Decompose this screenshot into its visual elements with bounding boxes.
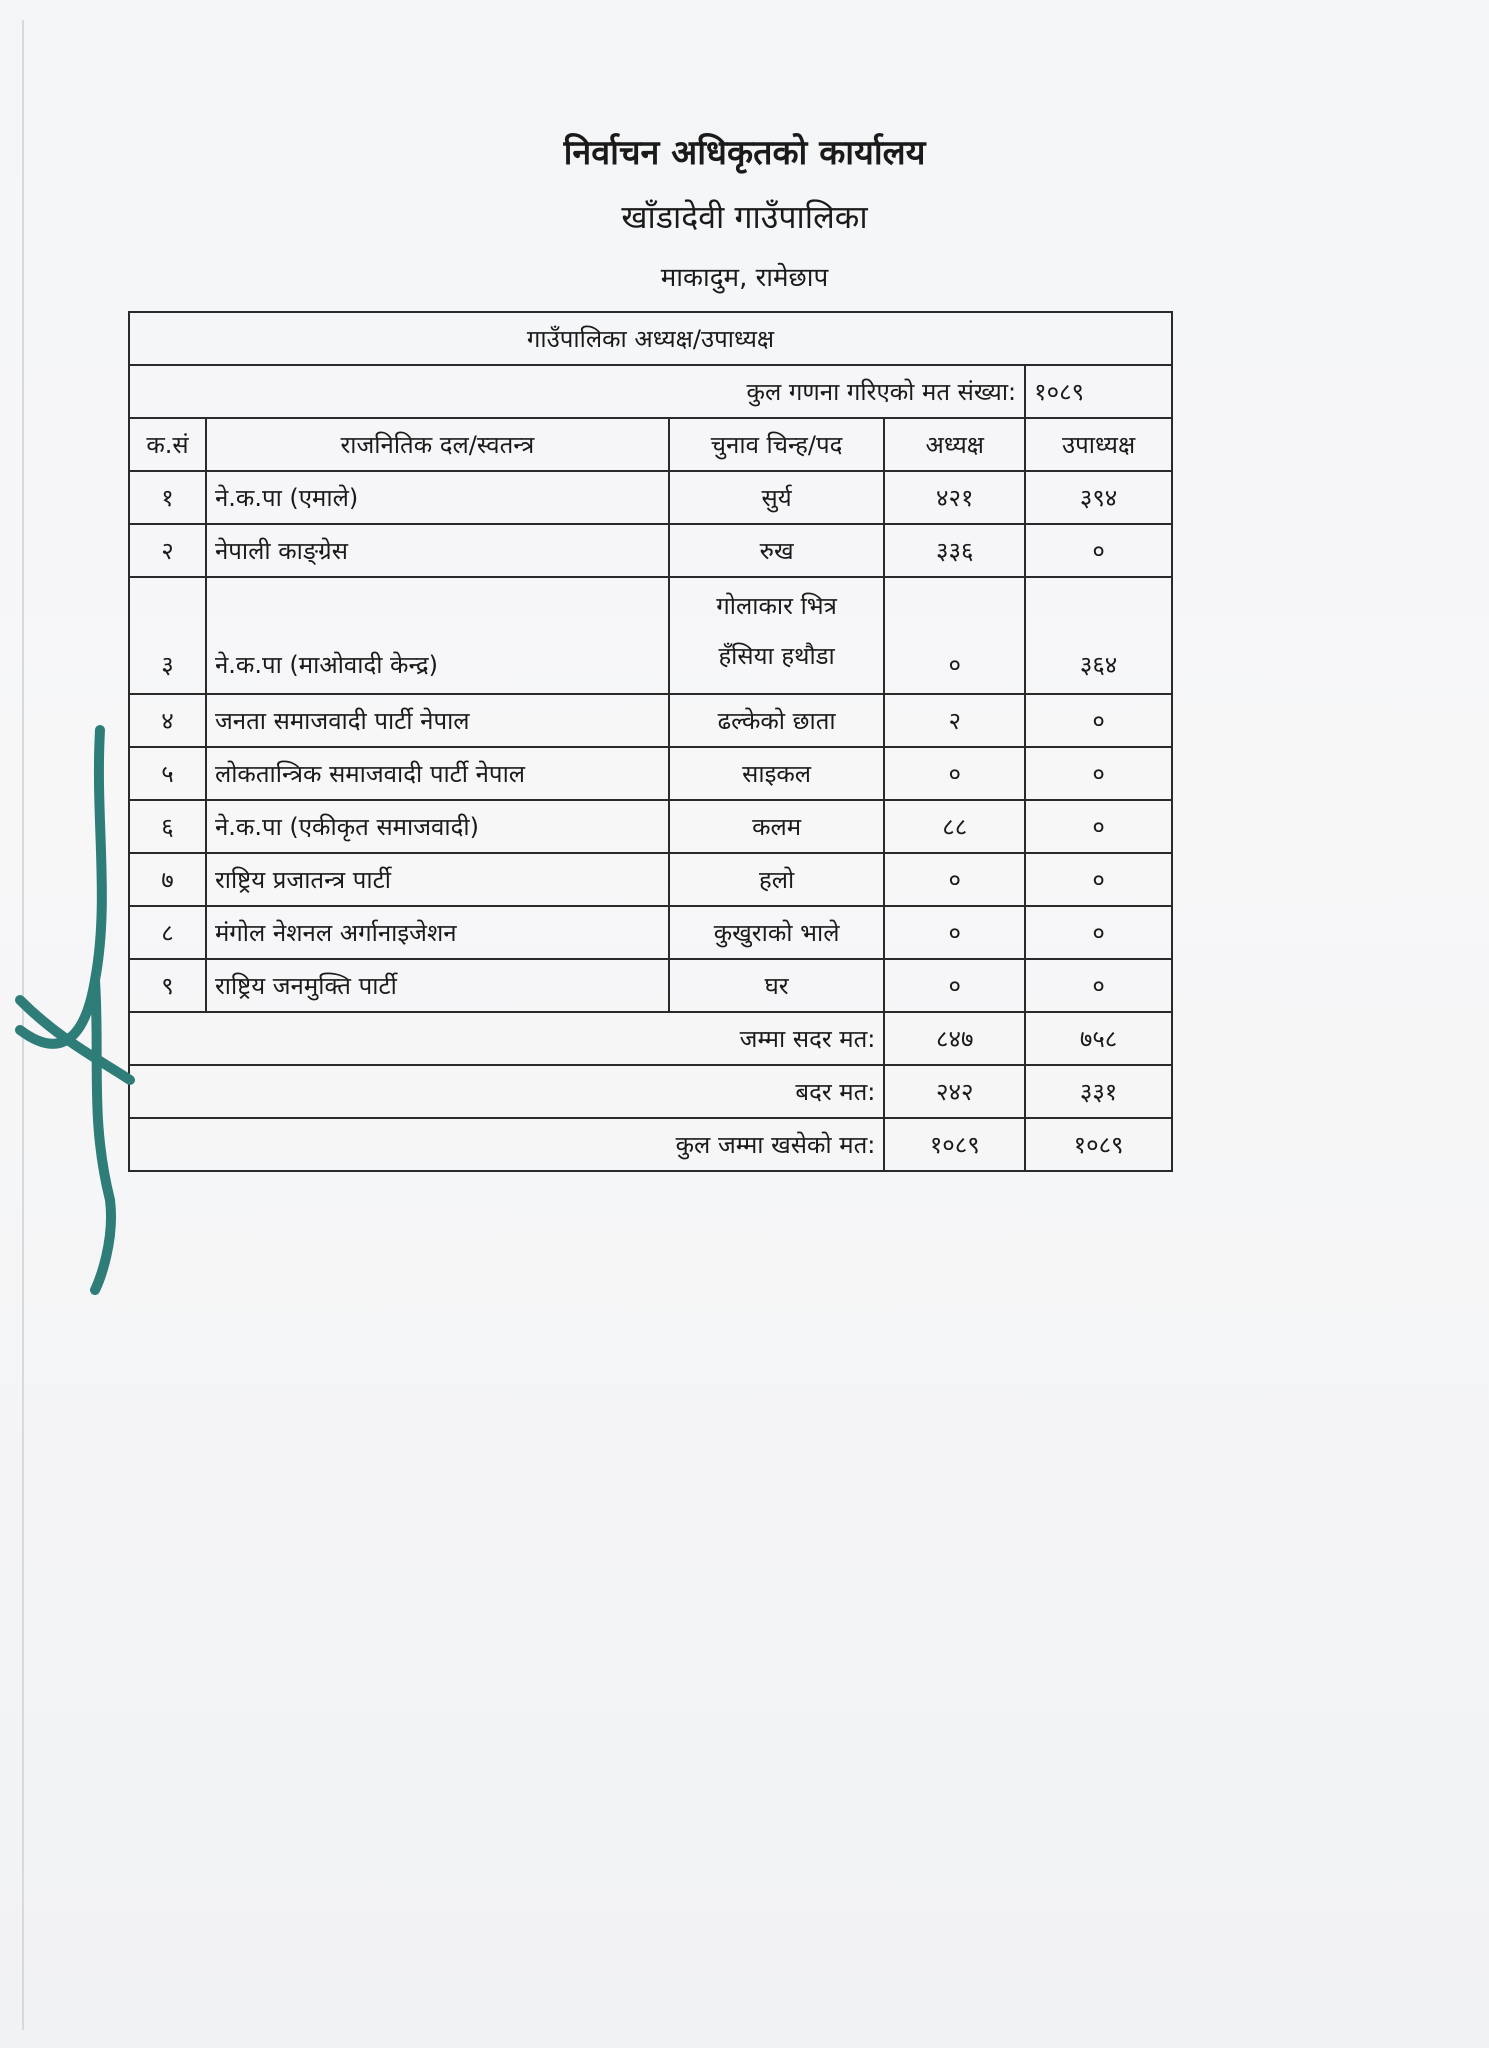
table-title: गाउँपालिका अध्यक्ष/उपाध्यक्ष [128,311,1173,366]
table-row: ३ ने.क.पा (माओवादी केन्द्र) गोलाकार भित्र ह… [128,576,1173,695]
symbol: साइकल [667,746,886,801]
symbol-line: गोलाकार भित्र [716,592,837,620]
table-row: ८ मंगोल नेशनल अर्गानाइजेशन कुखुराको भाले ० ० [128,905,1173,960]
vice-votes: ० [1024,523,1173,578]
vice-votes: ३९४ [1024,470,1173,525]
col-header: क.सं [128,417,207,472]
paper-edge [22,20,1469,2030]
col-header: राजनितिक दल/स्वतन्त्र [204,417,670,472]
party: जनता समाजवादी पार्टी नेपाल [204,693,670,748]
party: राष्ट्रिय जनमुक्ति पार्टी [204,958,670,1013]
party: मंगोल नेशनल अर्गानाइजेशन [204,905,670,960]
symbol-line: हँसिया हथौडा [718,642,835,670]
symbol: सुर्य [667,470,886,525]
chair-votes: ० [883,746,1027,801]
invalid-votes-row: बदर मत: २४२ ३३१ [127,1064,1173,1119]
symbol: ढल्केको छाता [667,693,886,748]
party: ने.क.पा (एकीकृत समाजवादी) [204,799,670,854]
symbol: कुखुराको भाले [667,905,886,960]
sn: ७ [128,852,207,907]
total-label: कुल जम्मा खसेको मत: [127,1117,886,1172]
vice-votes: ० [1024,958,1173,1013]
col-header: चुनाव चिन्ह/पद [667,417,886,472]
municipality-title: खाँडादेवी गाउँपालिका [621,198,868,236]
party: राष्ट्रिय प्रजातन्त्र पार्टी [204,852,670,907]
symbol: गोलाकार भित्र हँसिया हथौडा [667,576,886,695]
counted-row: कुल गणना गरिएको मत संख्या: १०८९ [127,364,1173,419]
vice-votes: ० [1024,746,1173,801]
binding-string [15,725,135,1295]
office-title: निर्वाचन अधिकृतको कार्यालय [563,133,926,173]
chair-votes: ४२१ [883,470,1027,525]
chair-votes: ३३६ [883,523,1027,578]
symbol: कलम [667,799,886,854]
col-header: उपाध्यक्ष [1024,417,1173,472]
chair-votes: ० [883,958,1027,1013]
table-row: २ नेपाली काङ्ग्रेस रुख ३३६ ० [128,523,1173,578]
symbol: हलो [667,852,886,907]
results-table: गाउँपालिका अध्यक्ष/उपाध्यक्ष कुल गणना गर… [127,311,1173,1172]
invalid-label: बदर मत: [127,1064,886,1119]
chair-votes: ० [883,852,1027,907]
vice-votes: ० [1024,852,1173,907]
sn: ८ [128,905,207,960]
chair-votes: ८८ [883,799,1027,854]
vice-votes: ० [1024,693,1173,748]
vice-votes: ० [1024,905,1173,960]
invalid-vice: ३३१ [1024,1064,1173,1119]
table-row: ७ राष्ट्रिय प्रजातन्त्र पार्टी हलो ० ० [128,852,1173,907]
col-header: अध्यक्ष [883,417,1027,472]
sn: ६ [128,799,207,854]
counted-value: १०८९ [1024,364,1173,419]
party: ने.क.पा (माओवादी केन्द्र) [204,576,670,695]
total-votes-row: कुल जम्मा खसेको मत: १०८९ १०८९ [127,1117,1173,1172]
party: नेपाली काङ्ग्रेस [204,523,670,578]
vice-votes: ३६४ [1024,576,1173,695]
chair-votes: ० [883,576,1027,695]
valid-chair: ८४७ [883,1011,1027,1066]
table-row: १ ने.क.पा (एमाले) सुर्य ४२१ ३९४ [128,470,1173,525]
symbol: रुख [667,523,886,578]
header-row: क.सं राजनितिक दल/स्वतन्त्र चुनाव चिन्ह/प… [128,417,1173,472]
valid-votes-row: जम्मा सदर मत: ८४७ ७५८ [127,1011,1173,1066]
total-vice: १०८९ [1024,1117,1173,1172]
sn: ९ [128,958,207,1013]
chair-votes: ० [883,905,1027,960]
party: लोकतान्त्रिक समाजवादी पार्टी नेपाल [204,746,670,801]
table-row: ४ जनता समाजवादी पार्टी नेपाल ढल्केको छाता २… [128,693,1173,748]
location: माकादुम, रामेछाप [660,263,829,293]
counted-label: कुल गणना गरिएको मत संख्या: [127,364,1027,419]
valid-label: जम्मा सदर मत: [127,1011,886,1066]
sn: ३ [128,576,207,695]
invalid-chair: २४२ [883,1064,1027,1119]
sn: १ [128,470,207,525]
party: ने.क.पा (एमाले) [204,470,670,525]
total-chair: १०८९ [883,1117,1027,1172]
sn: ४ [128,693,207,748]
vice-votes: ० [1024,799,1173,854]
table-row: ५ लोकतान्त्रिक समाजवादी पार्टी नेपाल साइकल… [128,746,1173,801]
chair-votes: २ [883,693,1027,748]
symbol: घर [667,958,886,1013]
table-title-row: गाउँपालिका अध्यक्ष/उपाध्यक्ष [128,311,1173,366]
sn: २ [128,523,207,578]
table-row: ९ राष्ट्रिय जनमुक्ति पार्टी घर ० ० [128,958,1173,1013]
valid-vice: ७५८ [1024,1011,1173,1066]
sn: ५ [128,746,207,801]
table-row: ६ ने.क.पा (एकीकृत समाजवादी) कलम ८८ ० [128,799,1173,854]
